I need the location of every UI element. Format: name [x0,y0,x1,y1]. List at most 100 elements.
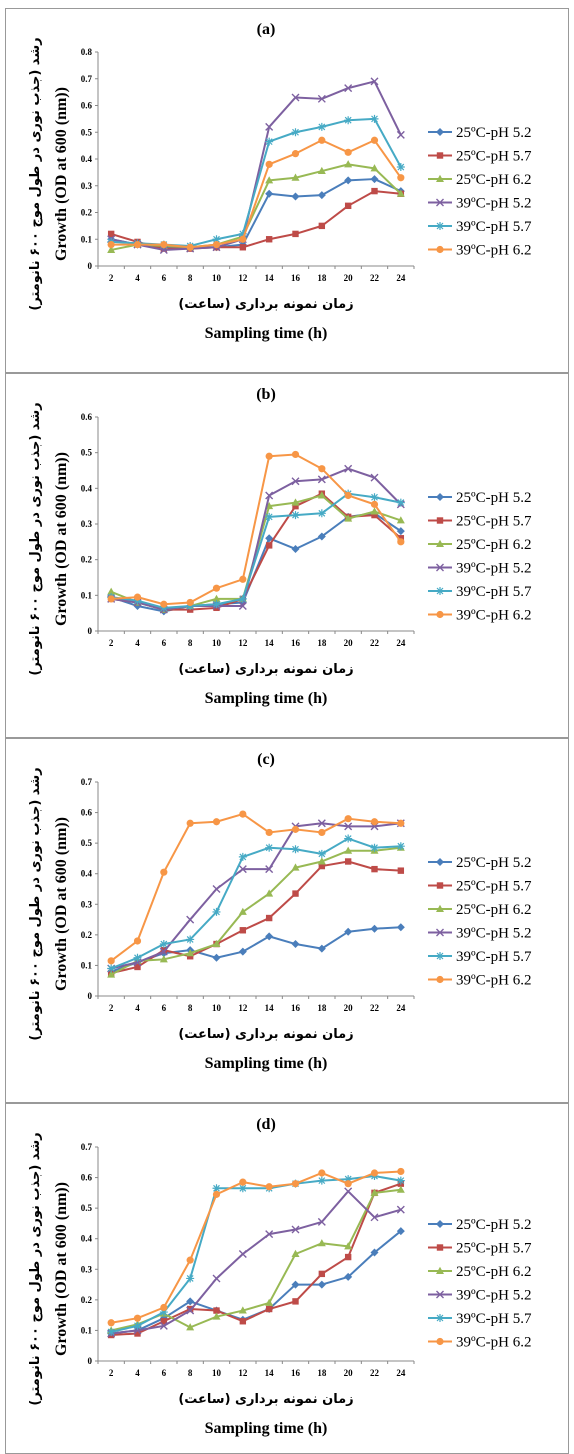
chart-panel: (a) 0 0.1 0.2 0.3 0.4 0.5 0.6 0.7 0.8 2 4 6 8 10 12 14 16… [5,8,569,373]
y-tick-label: 0.7 [81,777,93,787]
legend-marker [436,517,444,524]
data-point [160,241,168,249]
data-point [212,885,221,893]
data-point [370,164,379,172]
data-point [238,907,247,915]
x-tick-label: 18 [317,638,327,648]
data-point [318,136,326,144]
x-tick-label: 22 [370,273,380,283]
data-point [213,1307,220,1314]
data-point [317,509,326,518]
data-point [317,819,326,828]
data-point [318,862,326,870]
x-tick-label: 16 [291,638,301,648]
legend-item: 25ºC-pH 5.7 [428,879,532,895]
legend-item: 39ºC-pH 5.7 [428,1311,532,1327]
series-line [110,926,401,973]
x-tick-label: 12 [238,1368,248,1378]
data-point [133,602,142,611]
legend-marker [436,882,444,889]
x-tick-label: 10 [212,273,222,283]
data-point [212,594,221,602]
x-tick-label: 14 [265,1003,275,1013]
data-point [239,235,247,243]
data-point [160,600,168,608]
legend-label: 39ºC-pH 6.2 [456,1335,531,1351]
data-point [370,818,379,826]
y-tick-label: 0.4 [81,869,93,879]
data-point [370,500,379,508]
data-point [344,858,352,865]
data-point [291,93,300,102]
data-point [291,1280,300,1289]
legend-item: 39ºC-pH 5.2 [428,561,531,577]
data-point [370,493,379,502]
series-line [110,163,402,251]
data-point [238,229,247,238]
data-point [291,450,300,459]
data-point [133,937,142,945]
legend-item: 25ºC-pH 5.2 [428,125,531,141]
y-tick-label: 0.1 [81,1325,93,1335]
data-point [370,175,379,184]
data-point [186,1274,195,1283]
data-point [318,222,326,230]
series [107,136,405,251]
x-tick-label: 10 [212,1003,222,1013]
y-tick-label: 0.6 [81,808,93,818]
data-point [186,1323,195,1331]
data-point [186,1306,195,1315]
x-tick-label: 4 [135,1003,140,1013]
data-point [265,865,274,874]
data-point [238,865,247,874]
x-tick-label: 8 [188,273,193,283]
data-point [370,136,379,144]
x-tick-label: 20 [344,1003,354,1013]
x-tick-label: 16 [291,1368,301,1378]
data-point [291,173,300,181]
legend-label: 25ºC-pH 5.2 [456,125,531,141]
chart-panel: (c) 0 0.1 0.2 0.3 0.4 0.5 0.6 0.7 2 4 6 8 10 12 14 16 18 2… [5,738,569,1103]
x-axis-label-fa: زمان نمونه برداری (ساعت) [178,1027,353,1042]
legend-label: 25ºC-pH 5.2 [456,855,531,871]
data-point [212,600,221,609]
series [107,450,405,608]
legend-label: 25ºC-pH 5.2 [456,490,531,506]
legend-marker [436,198,444,207]
legend-item: 39ºC-pH 5.7 [428,584,532,600]
legend-label: 39ºC-pH 5.2 [456,196,531,212]
data-point [239,1318,247,1325]
x-axis-label: Sampling time (h) [205,325,328,342]
data-point [186,819,194,827]
data-point [107,970,116,978]
data-point [396,923,405,932]
x-tick-label: 14 [265,638,275,648]
chart-title: (b) [256,386,276,403]
data-point [186,598,194,607]
line-chart: (a)00.10.20.30.40.50.60.70.82 4 6 8 10 12 14 16… [28,21,532,342]
legend-label: 25ºC-pH 6.2 [456,902,531,918]
x-tick-label: 16 [291,1003,301,1013]
legend-marker [436,1220,444,1228]
data-point [265,189,274,198]
legend-item: 25ºC-pH 5.7 [428,1241,532,1257]
x-tick-label: 2 [109,273,114,283]
data-point [265,122,274,131]
x-tick-label: 22 [370,1003,380,1013]
data-point [159,947,168,956]
x-tick-label: 4 [135,638,140,648]
data-point [291,863,300,871]
legend: 25ºC-pH 5.2 25ºC-pH 5.7 25ºC-pH 6.2 39ºC-pH… [428,855,532,989]
x-tick-label: 6 [162,1003,167,1013]
legend-item: 39ºC-pH 5.2 [428,196,531,212]
legend-item: 25ºC-pH 5.7 [428,514,532,530]
data-point [159,1308,168,1317]
data-point [318,828,326,837]
x-tick-label: 8 [188,1368,193,1378]
series [107,858,405,977]
legend-marker [436,975,444,984]
y-tick-label: 0 [88,261,93,271]
series [107,843,405,978]
legend-item: 25ºC-pH 5.7 [428,149,532,165]
y-tick-label: 0.2 [81,555,93,565]
